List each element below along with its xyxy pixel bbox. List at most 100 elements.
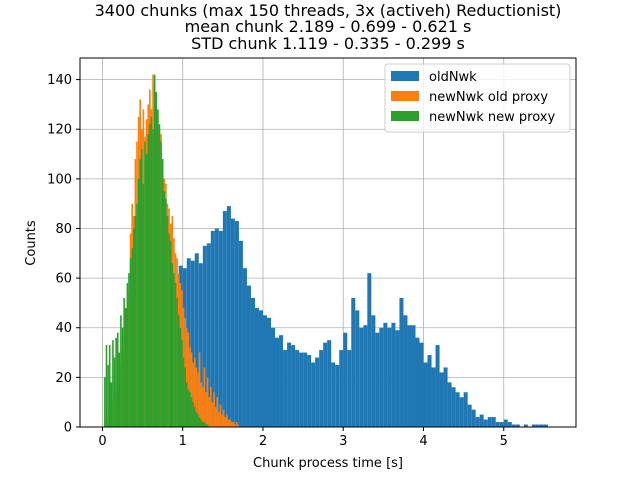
histogram-bar [153, 74, 156, 427]
histogram-bar [238, 240, 243, 427]
x-tick-label: 5 [500, 434, 508, 449]
histogram-bar [193, 407, 196, 427]
histogram-bar [339, 350, 344, 427]
histogram-bar [200, 419, 202, 427]
histogram-bar [112, 340, 114, 427]
histogram-bar [192, 402, 194, 427]
histogram-bar [198, 263, 203, 427]
legend-swatch [391, 91, 419, 101]
histogram-bar [121, 327, 124, 427]
histogram-bar [391, 322, 396, 427]
histogram-bar [181, 340, 183, 427]
histogram-bar [115, 337, 117, 427]
histogram-bar [197, 372, 199, 427]
histogram-bar [407, 325, 412, 427]
histogram-bar [395, 330, 400, 427]
histogram-bar [208, 397, 211, 427]
x-tick-label: 0 [98, 434, 106, 449]
histogram-bar [411, 325, 416, 427]
histogram-bar [323, 342, 328, 427]
histogram-bar [363, 325, 368, 427]
histogram-bar [142, 183, 145, 427]
histogram-bar [271, 327, 276, 427]
histogram-bar [131, 248, 133, 427]
y-tick-label: 100 [47, 172, 72, 187]
histogram-bar [145, 154, 148, 427]
histogram-bar [511, 424, 516, 427]
histogram-bar [218, 230, 223, 427]
histogram-bar [168, 233, 170, 427]
histogram-bar [299, 352, 304, 427]
plot-area-frame [79, 57, 577, 428]
histogram-bar [230, 422, 233, 427]
histogram-bar [262, 315, 268, 427]
histogram-bar [185, 327, 188, 427]
y-tick-label: 80 [55, 222, 72, 237]
histogram-bar [491, 417, 496, 427]
histogram-bar [250, 297, 255, 427]
histogram-bar [375, 332, 380, 427]
histogram-bar [419, 342, 424, 427]
histogram-bar [160, 141, 162, 427]
histogram-bar [198, 417, 201, 427]
histogram-bar [195, 367, 198, 427]
legend-label: newNwk old proxy [429, 90, 548, 105]
histogram-bar [535, 424, 540, 427]
histogram-bar [113, 357, 116, 427]
histogram-bar [132, 228, 135, 427]
title-line-3: STD chunk 1.119 - 0.335 - 0.299 s [191, 34, 465, 53]
histogram-bar [483, 419, 488, 427]
histogram-bar [165, 198, 167, 427]
histogram-bar [232, 422, 235, 427]
histogram-bar [359, 327, 364, 427]
histogram-bar [214, 228, 219, 427]
legend-box [384, 63, 571, 133]
histogram-bar [105, 345, 108, 427]
histogram-bar [495, 422, 500, 427]
histogram-bar [531, 424, 536, 427]
histogram-bar [187, 332, 190, 427]
histogram-bar [543, 424, 548, 427]
histogram-bar [503, 419, 508, 427]
histogram-bar [371, 315, 376, 427]
histogram-bar [295, 350, 300, 427]
histogram-bar [177, 315, 180, 427]
histogram-bar [230, 218, 235, 427]
histogram-bar [335, 364, 340, 427]
x-tick-label: 4 [419, 434, 427, 449]
histogram-bar [319, 350, 324, 427]
histogram-bar [116, 332, 119, 427]
histogram-bar [169, 240, 172, 427]
histogram-bar [129, 258, 132, 427]
histogram-bar [206, 243, 211, 427]
histogram-bar [307, 355, 312, 427]
histogram-bar [399, 297, 404, 427]
histogram-bar [205, 392, 207, 427]
histogram-bar [107, 364, 109, 427]
histogram-bar [210, 387, 212, 427]
histogram-bar [195, 412, 198, 427]
histogram-bar [447, 382, 452, 427]
histogram-bar [222, 211, 227, 427]
histogram-bar [219, 404, 222, 427]
histogram-bar [463, 392, 468, 427]
histogram-bar [206, 377, 209, 427]
histogram-bar [431, 367, 436, 427]
legend-swatch [391, 71, 419, 81]
axis-ticks: 0 1 2 3 4 5 0 20 40 60 80 100 120 140 [47, 73, 508, 449]
x-axis-label: Chunk process time [s] [253, 456, 403, 471]
histogram-bar [205, 424, 207, 427]
histogram-bar [147, 134, 150, 427]
histogram-bar [190, 352, 193, 427]
histogram-bar [283, 350, 288, 427]
histogram-bar [120, 315, 122, 427]
histogram-bar [227, 419, 230, 427]
histogram-bar [104, 377, 106, 427]
y-tick-label: 0 [64, 421, 72, 436]
histogram-bar [174, 283, 177, 427]
histogram-bar [443, 367, 448, 427]
title-line-1: 3400 chunks (max 150 threads, 3x (active… [95, 1, 562, 20]
histogram-bar [221, 414, 223, 427]
histogram-bar [201, 422, 204, 427]
